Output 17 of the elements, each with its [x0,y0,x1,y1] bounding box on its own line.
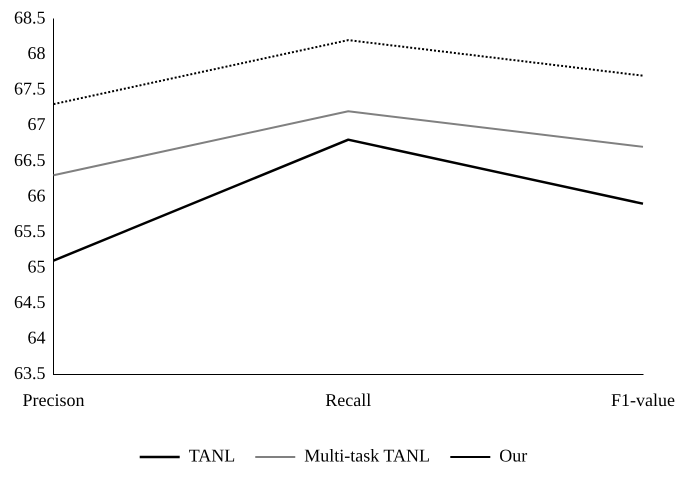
y-tick-label: 66.5 [14,150,46,170]
y-tick-label: 64.5 [14,292,46,312]
y-tick-label: 68.5 [14,8,46,28]
legend-label: Our [499,446,528,466]
y-tick-label: 66 [28,185,46,206]
y-tick-label: 65 [28,256,46,276]
x-tick-label: Precison [22,390,84,410]
x-tick-label: Recall [325,390,372,410]
y-tick-label: 64 [28,328,46,348]
x-tick-label: F1-value [611,390,676,410]
y-tick-label: 67.5 [14,78,46,99]
legend-label: Multi-task TANL [304,446,430,466]
legend-label: TANL [188,446,236,466]
y-tick-label: 65.5 [14,220,46,241]
y-tick-label: 68 [28,43,46,64]
y-tick-label: 63.5 [14,363,46,384]
y-tick-label: 67 [28,114,46,134]
